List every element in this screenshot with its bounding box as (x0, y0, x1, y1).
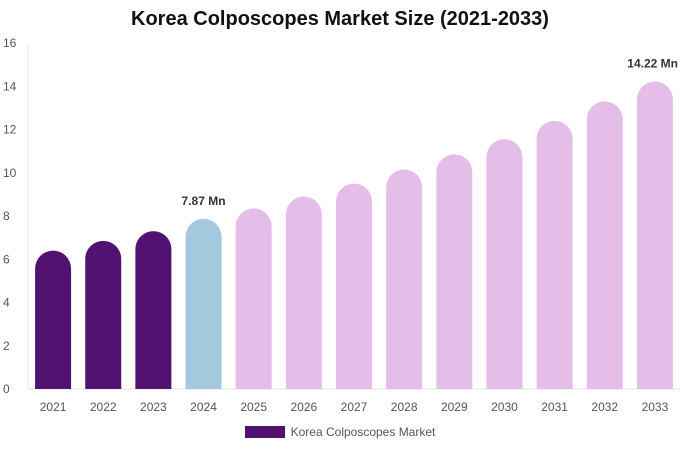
bar-2030 (486, 139, 523, 389)
x-tick-label: 2028 (391, 400, 418, 414)
x-tick-label: 2026 (290, 400, 317, 414)
y-tick-label: 6 (3, 252, 10, 266)
bar-2021 (35, 250, 72, 389)
x-tick-label: 2023 (140, 400, 167, 414)
bar-2027 (336, 183, 372, 389)
y-tick-label: 14 (3, 79, 17, 93)
y-tick-label: 8 (3, 209, 10, 223)
chart-title: Korea Colposcopes Market Size (2021-2033… (131, 8, 549, 30)
data-label: 14.22 Mn (627, 56, 678, 70)
bar-2028 (386, 169, 423, 389)
y-tick-label: 16 (3, 36, 17, 50)
x-tick-label: 2032 (591, 400, 618, 414)
bar-2024 (185, 218, 222, 389)
y-tick-label: 12 (3, 123, 17, 137)
bar-2033 (636, 81, 673, 390)
bar-2031 (536, 120, 573, 389)
y-tick-label: 10 (3, 166, 17, 180)
data-label: 7.87 Mn (182, 194, 226, 208)
bar-2032 (586, 101, 623, 389)
y-tick-label: 0 (3, 382, 10, 396)
x-tick-label: 2030 (491, 400, 518, 414)
x-tick-label: 2027 (341, 400, 368, 414)
y-tick-label: 2 (3, 339, 10, 353)
bar-2026 (285, 196, 322, 389)
bar-2023 (135, 231, 172, 389)
y-tick-label: 4 (3, 296, 10, 310)
x-tick-label: 2033 (642, 400, 669, 414)
x-tick-label: 2024 (190, 400, 217, 414)
x-tick-label: 2025 (240, 400, 267, 414)
legend-swatch (244, 426, 285, 438)
bar-2022 (85, 240, 122, 389)
x-tick-label: 2021 (40, 400, 67, 414)
bar-2029 (436, 154, 473, 389)
x-tick-label: 2029 (441, 400, 468, 414)
legend: Korea Colposcopes Market (0, 425, 680, 439)
x-tick-label: 2031 (541, 400, 568, 414)
legend-label: Korea Colposcopes Market (290, 425, 436, 439)
x-tick-label: 2022 (90, 400, 117, 414)
bar-2025 (235, 208, 272, 389)
